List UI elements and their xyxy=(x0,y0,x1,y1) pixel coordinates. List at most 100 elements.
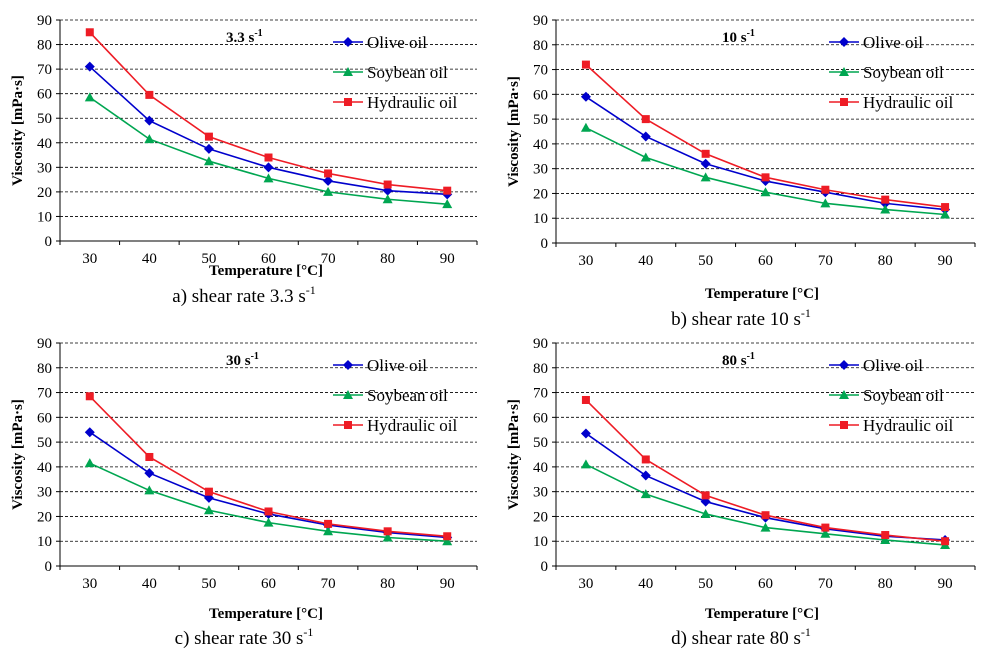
data-point-soybean xyxy=(84,92,95,102)
legend-label: Soybean oil xyxy=(367,386,448,405)
legend-marker xyxy=(840,421,848,429)
y-tick-label: 60 xyxy=(533,410,548,426)
y-tick-label: 50 xyxy=(533,112,548,128)
data-point-soybean xyxy=(640,489,651,499)
data-point-soybean xyxy=(144,485,155,495)
data-point-soybean xyxy=(382,532,393,542)
panel-caption-exp: -1 xyxy=(801,306,811,320)
legend-label: Olive oil xyxy=(863,356,923,375)
data-point-hydraulic xyxy=(383,527,392,536)
chart-panel-2: 0 10 20 30 40 50 60 70 80 90 30 40 50 60 70 80 90 Tempera… xyxy=(10,336,478,649)
x-tick-label: 60 xyxy=(758,576,773,592)
x-tick-label: 40 xyxy=(142,251,157,267)
data-point-soybean xyxy=(203,505,214,515)
y-tick-label: 0 xyxy=(541,236,549,252)
y-tick-label: 30 xyxy=(533,162,548,178)
shear-rate-label-main: 10 s xyxy=(722,30,747,46)
x-axis-title: Temperature [°C] xyxy=(209,606,323,622)
y-tick-label: 60 xyxy=(37,87,52,103)
data-point-hydraulic xyxy=(821,523,830,532)
y-tick-label: 10 xyxy=(37,209,52,225)
data-point-soybean xyxy=(144,134,155,144)
data-point-hydraulic xyxy=(941,537,950,546)
data-point-hydraulic xyxy=(761,511,770,520)
data-point-soybean xyxy=(442,536,453,546)
legend-marker xyxy=(840,98,848,106)
data-point-hydraulic xyxy=(383,180,392,189)
data-point-soybean xyxy=(820,198,831,208)
legend-label: Olive oil xyxy=(863,33,923,52)
x-tick-label: 90 xyxy=(440,576,455,592)
legend-label: Hydraulic oil xyxy=(863,93,953,112)
legend-marker xyxy=(839,390,849,399)
panel-caption-main: a) shear rate 3.3 s xyxy=(172,286,305,307)
panel-caption: d) shear rate 80 s-1 xyxy=(671,625,811,649)
y-tick-label: 10 xyxy=(37,534,52,550)
data-point-hydraulic xyxy=(324,519,333,528)
x-tick-label: 70 xyxy=(818,576,833,592)
data-point-soybean xyxy=(760,522,771,532)
y-axis-title: Viscosity [mPa·s] xyxy=(506,76,522,187)
x-tick-label: 50 xyxy=(201,576,216,592)
data-point-hydraulic xyxy=(145,90,154,99)
data-point-hydraulic xyxy=(641,455,650,464)
y-tick-label: 30 xyxy=(533,485,548,501)
data-point-soybean xyxy=(760,187,771,197)
y-tick-label: 50 xyxy=(533,435,548,451)
data-point-soybean xyxy=(700,172,711,182)
data-point-olive xyxy=(640,470,651,481)
data-point-olive xyxy=(144,115,155,126)
panel-caption-main: d) shear rate 80 s xyxy=(671,628,801,649)
legend-marker xyxy=(344,98,352,106)
data-point-hydraulic xyxy=(761,173,770,182)
data-point-hydraulic xyxy=(85,392,94,401)
y-tick-label: 80 xyxy=(37,361,52,377)
x-tick-label: 80 xyxy=(380,251,395,267)
legend-label: Olive oil xyxy=(367,356,427,375)
y-tick-label: 40 xyxy=(533,137,548,153)
panel-caption-main: b) shear rate 10 s xyxy=(671,309,801,330)
x-tick-label: 90 xyxy=(938,576,953,592)
y-tick-label: 90 xyxy=(533,13,548,29)
data-point-soybean xyxy=(323,186,334,196)
data-point-soybean xyxy=(580,459,591,469)
shear-rate-label-exp: -1 xyxy=(251,351,259,362)
panel-caption: c) shear rate 30 s-1 xyxy=(175,625,314,649)
data-point-hydraulic xyxy=(881,195,890,204)
data-point-soybean xyxy=(820,528,831,538)
shear-rate-label-main: 3.3 s xyxy=(226,30,255,46)
y-tick-label: 0 xyxy=(541,559,549,575)
data-point-hydraulic xyxy=(145,452,154,461)
data-point-olive xyxy=(144,468,155,479)
legend-label: Hydraulic oil xyxy=(367,416,457,435)
y-tick-label: 20 xyxy=(533,186,548,202)
data-point-hydraulic xyxy=(701,149,710,158)
chart-panel-0: 0 10 20 30 40 50 60 70 80 90 30 40 50 60 70 80 90 Tempera… xyxy=(10,13,478,307)
panel-caption-main: c) shear rate 30 s xyxy=(175,628,304,649)
data-point-soybean xyxy=(263,517,274,527)
data-point-hydraulic xyxy=(264,153,273,162)
legend-marker xyxy=(839,360,849,370)
data-point-hydraulic xyxy=(701,491,710,500)
x-tick-label: 80 xyxy=(878,253,893,269)
x-tick-label: 30 xyxy=(578,253,593,269)
data-point-hydraulic xyxy=(581,395,590,404)
panel-caption-exp: -1 xyxy=(306,283,316,297)
data-point-soybean xyxy=(580,122,591,132)
x-tick-label: 70 xyxy=(321,576,336,592)
x-tick-label: 60 xyxy=(261,576,276,592)
x-tick-label: 90 xyxy=(440,251,455,267)
x-tick-label: 40 xyxy=(142,576,157,592)
data-point-hydraulic xyxy=(204,487,213,496)
legend-marker xyxy=(343,67,353,76)
data-point-hydraulic xyxy=(443,532,452,541)
data-point-soybean xyxy=(203,156,214,166)
panel-caption: b) shear rate 10 s-1 xyxy=(671,306,811,330)
panel-caption: a) shear rate 3.3 s-1 xyxy=(172,283,315,307)
shear-rate-label-main: 80 s xyxy=(722,353,747,369)
y-tick-label: 0 xyxy=(45,559,53,575)
data-point-soybean xyxy=(442,199,453,209)
y-tick-label: 60 xyxy=(533,87,548,103)
data-point-soybean xyxy=(940,209,951,219)
data-point-olive xyxy=(580,91,591,102)
